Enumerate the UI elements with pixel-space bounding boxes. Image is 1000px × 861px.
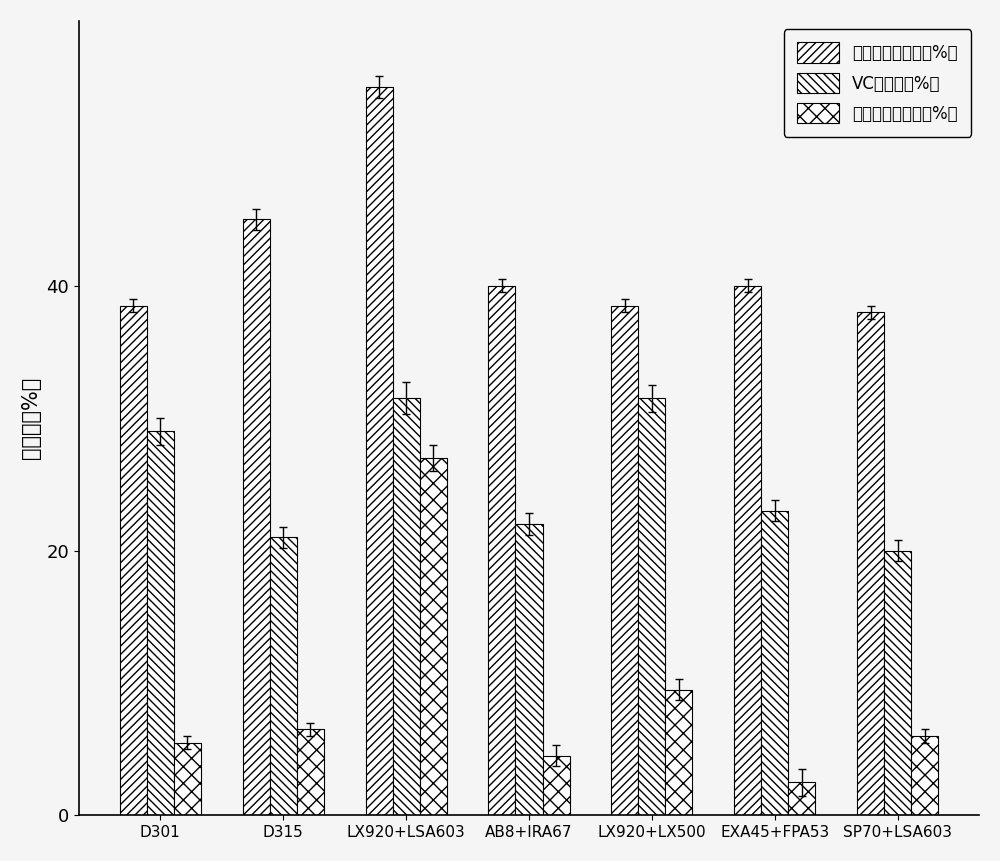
Bar — [788, 783, 815, 815]
Bar — [174, 742, 201, 815]
Bar — [420, 458, 447, 815]
Bar — [393, 399, 420, 815]
Bar — [488, 286, 515, 815]
Bar — [857, 313, 884, 815]
Bar — [638, 399, 665, 815]
Bar — [297, 729, 324, 815]
Bar — [243, 220, 270, 815]
Bar — [515, 524, 543, 815]
Bar — [884, 550, 911, 815]
Bar — [366, 87, 393, 815]
Bar — [911, 736, 938, 815]
Bar — [734, 286, 761, 815]
Bar — [543, 756, 570, 815]
Legend: 可滴定酸脱除率（%）, VC脱除率（%）, 柠機苦素脱除率（%）: 可滴定酸脱除率（%）, VC脱除率（%）, 柠機苦素脱除率（%） — [784, 29, 971, 137]
Bar — [665, 690, 692, 815]
Bar — [761, 511, 788, 815]
Bar — [120, 306, 147, 815]
Y-axis label: 脱除率（%）: 脱除率（%） — [21, 377, 41, 459]
Bar — [611, 306, 638, 815]
Bar — [147, 431, 174, 815]
Bar — [270, 537, 297, 815]
